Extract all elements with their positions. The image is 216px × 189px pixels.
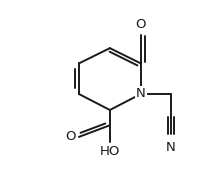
Text: N: N [166,141,176,153]
Text: O: O [136,18,146,31]
Text: N: N [136,88,146,101]
Text: O: O [65,130,76,143]
Text: HO: HO [100,145,120,158]
